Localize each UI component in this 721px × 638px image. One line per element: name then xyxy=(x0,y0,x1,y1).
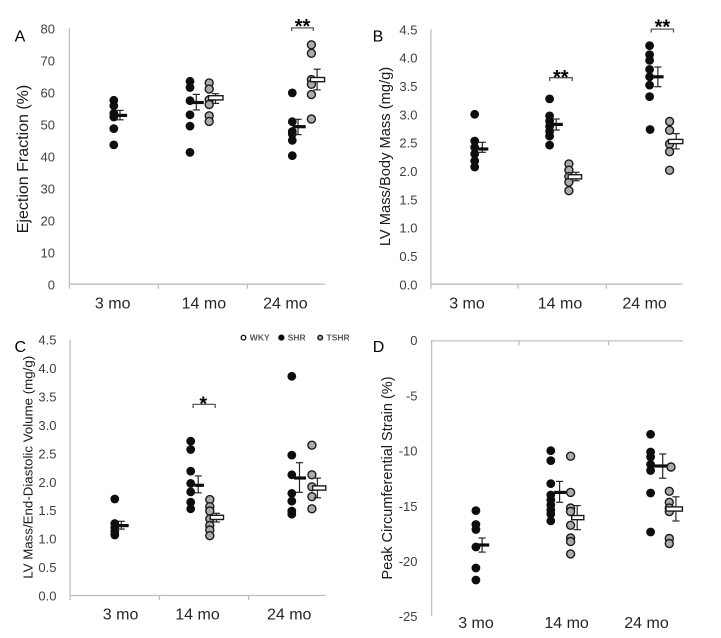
svg-text:70: 70 xyxy=(41,54,55,69)
svg-text:10: 10 xyxy=(41,245,55,260)
svg-text:**: ** xyxy=(295,16,311,38)
svg-text:2.0: 2.0 xyxy=(399,164,417,179)
svg-text:-10: -10 xyxy=(399,444,418,459)
svg-text:20: 20 xyxy=(41,213,55,228)
svg-text:40: 40 xyxy=(41,150,55,165)
svg-text:14 mo: 14 mo xyxy=(175,606,220,623)
svg-text:WKY: WKY xyxy=(250,332,270,342)
svg-text:0.5: 0.5 xyxy=(399,249,417,264)
svg-text:SHR: SHR xyxy=(288,332,306,342)
svg-text:50: 50 xyxy=(41,118,55,133)
svg-text:LV Mass/Body Mass (mg/g): LV Mass/Body Mass (mg/g) xyxy=(378,67,394,246)
svg-text:0: 0 xyxy=(410,333,417,348)
svg-text:1.0: 1.0 xyxy=(38,532,56,547)
svg-text:A: A xyxy=(15,29,26,46)
svg-text:4.5: 4.5 xyxy=(38,333,56,348)
svg-text:24 mo: 24 mo xyxy=(263,296,308,313)
svg-text:-25: -25 xyxy=(399,609,418,624)
svg-text:24 mo: 24 mo xyxy=(267,606,312,623)
svg-text:0.5: 0.5 xyxy=(38,560,56,575)
svg-text:3 mo: 3 mo xyxy=(103,606,139,623)
svg-text:14 mo: 14 mo xyxy=(538,296,583,313)
svg-text:24 mo: 24 mo xyxy=(622,296,667,313)
svg-text:24 mo: 24 mo xyxy=(624,615,669,632)
svg-text:1.5: 1.5 xyxy=(399,192,417,207)
svg-text:14 mo: 14 mo xyxy=(182,296,227,313)
svg-text:0: 0 xyxy=(48,277,55,292)
svg-text:3 mo: 3 mo xyxy=(95,296,131,313)
svg-text:4.0: 4.0 xyxy=(399,51,417,66)
svg-text:**: ** xyxy=(655,17,671,39)
svg-text:D: D xyxy=(373,339,385,356)
svg-text:14 mo: 14 mo xyxy=(544,615,589,632)
svg-text:0.0: 0.0 xyxy=(399,277,417,292)
svg-text:TSHR: TSHR xyxy=(327,332,350,342)
svg-text:Peak Circumferential Strain (%: Peak Circumferential Strain (%) xyxy=(380,376,396,579)
svg-text:3 mo: 3 mo xyxy=(449,296,485,313)
svg-text:4.5: 4.5 xyxy=(399,22,417,37)
svg-text:3.5: 3.5 xyxy=(38,390,56,405)
svg-text:2.0: 2.0 xyxy=(38,475,56,490)
svg-text:**: ** xyxy=(553,67,569,89)
svg-text:3.0: 3.0 xyxy=(38,418,56,433)
svg-text:3.0: 3.0 xyxy=(399,107,417,122)
svg-text:80: 80 xyxy=(41,22,55,37)
svg-text:0.0: 0.0 xyxy=(38,589,56,604)
svg-text:3.5: 3.5 xyxy=(399,79,417,94)
svg-text:C: C xyxy=(15,339,27,356)
svg-text:2.5: 2.5 xyxy=(38,446,56,461)
svg-text:30: 30 xyxy=(41,182,55,197)
svg-text:*: * xyxy=(199,393,207,415)
svg-text:-5: -5 xyxy=(406,388,418,403)
svg-text:4.0: 4.0 xyxy=(38,361,56,376)
svg-text:-20: -20 xyxy=(399,554,418,569)
svg-text:60: 60 xyxy=(41,86,55,101)
svg-text:3 mo: 3 mo xyxy=(458,615,494,632)
svg-text:1.5: 1.5 xyxy=(38,503,56,518)
svg-text:LV Mass/End-Diastolic Volume (: LV Mass/End-Diastolic Volume (mg/g) xyxy=(21,356,36,579)
svg-text:1.0: 1.0 xyxy=(399,221,417,236)
svg-text:2.5: 2.5 xyxy=(399,136,417,151)
svg-text:B: B xyxy=(373,29,384,46)
svg-text:-15: -15 xyxy=(399,499,418,514)
svg-text:Ejection Fraction (%): Ejection Fraction (%) xyxy=(15,85,32,234)
